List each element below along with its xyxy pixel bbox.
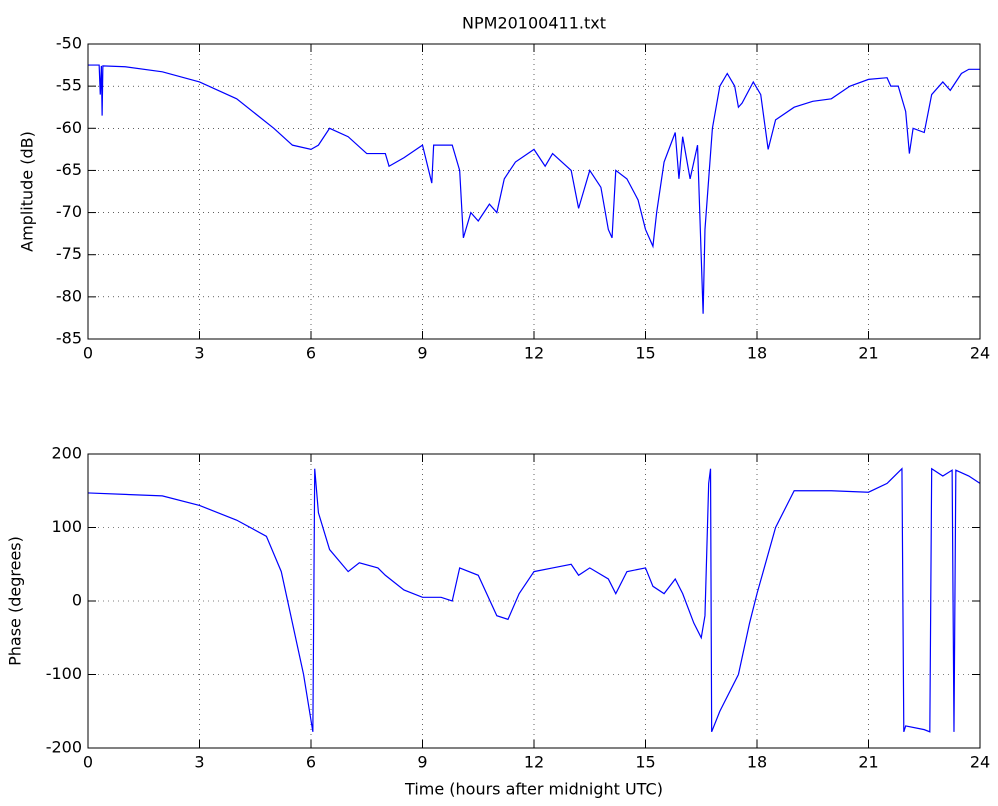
x-tick-label: 9 [417,753,427,772]
x-tick-label: 3 [194,344,204,363]
chart-title: NPM20100411.txt [462,14,606,33]
y-tick-label: -50 [56,34,82,53]
y-tick-label: -60 [56,118,82,137]
y-tick-label: -100 [46,664,82,683]
y-tick-label: -200 [46,738,82,757]
y-tick-label: -80 [56,286,82,305]
x-tick-label: 24 [970,344,990,363]
y-tick-label: 100 [51,517,82,536]
y-tick-label: -65 [56,160,82,179]
y-tick-label: -75 [56,244,82,263]
data-line [87,467,981,733]
x-tick-label: 6 [306,753,316,772]
x-tick-label: 12 [524,344,544,363]
x-tick-label: 21 [858,344,878,363]
x-tick-label: 12 [524,753,544,772]
x-axis-label: Time (hours after midnight UTC) [404,780,663,799]
x-tick-label: 0 [83,753,93,772]
y-axis-label: Amplitude (dB) [18,131,37,252]
x-tick-label: 9 [417,344,427,363]
y-tick-label: -85 [56,329,82,348]
x-tick-label: 0 [83,344,93,363]
y-axis-label: Phase (degrees) [6,536,25,666]
x-tick-label: 15 [635,753,655,772]
y-tick-label: 200 [51,444,82,463]
x-tick-label: 24 [970,753,990,772]
x-tick-label: 21 [858,753,878,772]
axes-box [87,43,981,340]
y-tick-label: 0 [72,591,82,610]
data-line [88,64,980,314]
x-tick-label: 18 [747,344,767,363]
x-tick-label: 15 [635,344,655,363]
x-tick-label: 6 [306,344,316,363]
x-tick-label: 3 [194,753,204,772]
x-tick-label: 18 [747,753,767,772]
y-tick-label: -55 [56,76,82,95]
y-tick-label: -70 [56,202,82,221]
axes-box [87,453,981,749]
